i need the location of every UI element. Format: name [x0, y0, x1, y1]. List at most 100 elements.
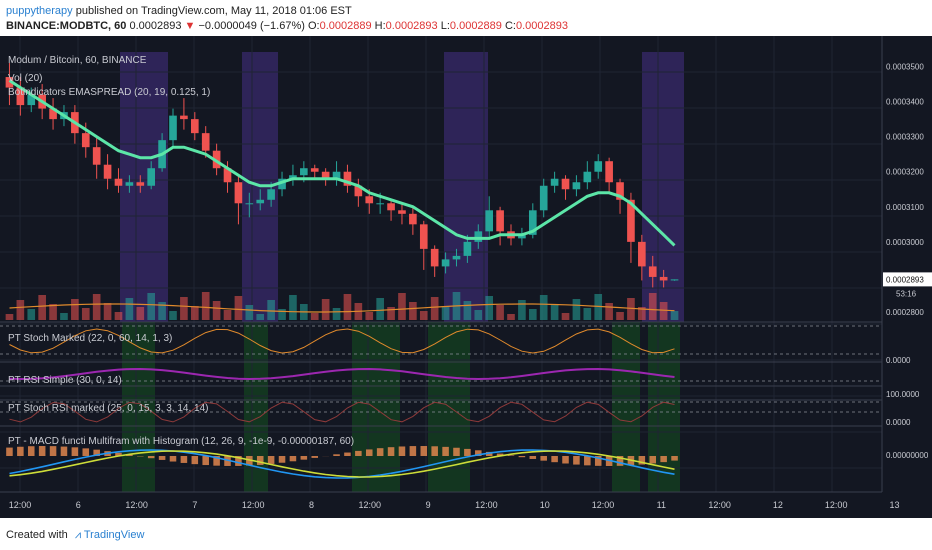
volume-bar [321, 299, 330, 320]
tradingview-logo-icon[interactable]: ⩘ TradingView [74, 529, 145, 541]
volume-bar [638, 307, 646, 320]
candle-body [409, 213, 417, 225]
candle-body [518, 234, 526, 239]
macd-histogram-bar [158, 456, 166, 460]
volume-bar [507, 314, 515, 320]
low-label: L: [440, 20, 450, 32]
volume-bar [212, 301, 221, 320]
macd-histogram-bar [256, 456, 264, 465]
volume-bar [201, 292, 210, 320]
macd-histogram-bar [442, 446, 449, 456]
macd-histogram-bar [267, 456, 275, 464]
volume-bar [332, 308, 341, 320]
price-tick: 0.0003000 [886, 238, 924, 247]
volume-bar [387, 307, 395, 320]
candle-body [169, 115, 177, 141]
volume-bar [256, 314, 265, 320]
open-value: 0.0002889 [319, 20, 372, 32]
high-label: H: [374, 20, 386, 32]
stoch-tick: 0.0000 [886, 356, 911, 365]
candle-body [648, 266, 657, 277]
low-value: 0.0002889 [449, 20, 502, 32]
macd-histogram-bar [311, 456, 319, 458]
candle-body [561, 178, 570, 190]
volume-bar [103, 303, 112, 320]
macd-histogram-bar [453, 447, 460, 456]
candle-body [278, 178, 286, 190]
volume-bar [158, 302, 166, 320]
macd-histogram-bar [126, 454, 133, 456]
candle-body [485, 210, 494, 232]
candle-body [256, 199, 265, 204]
volume-bar [114, 312, 123, 320]
ohlc-line: BINANCE:MODBTC, 60 0.0002893 ▼ −0.000004… [6, 20, 568, 32]
candle-body [81, 133, 90, 148]
candle-body [300, 168, 308, 176]
candle-body [572, 182, 581, 190]
volume-bar [518, 300, 526, 320]
close-value: 0.0002893 [515, 20, 568, 32]
candle-body [365, 196, 374, 204]
candle-body [550, 178, 559, 186]
volume-bar [659, 302, 668, 320]
candle-body [201, 133, 210, 151]
candle-body [92, 147, 101, 165]
macd-histogram-bar [180, 456, 188, 463]
macd-histogram-bar [60, 446, 68, 456]
candle-body [125, 182, 134, 186]
macd-histogram-bar [594, 456, 602, 466]
candle-body [310, 168, 319, 172]
created-with: Created with ⩘ TradingView [6, 529, 145, 541]
macd-histogram-bar [616, 456, 624, 466]
macd-histogram-bar [169, 456, 177, 462]
chart-canvas[interactable]: 0.0003500 0.0003400 0.0003300 0.0003200 0.00… [0, 36, 932, 518]
volume-bar [376, 298, 384, 320]
volume-bar [223, 310, 232, 320]
candle-body [343, 171, 352, 186]
volume-bar [583, 308, 592, 320]
signal-line [9, 450, 675, 478]
time-tick: 7 [192, 500, 197, 510]
candle-body [289, 175, 297, 179]
volume-bar [627, 298, 635, 320]
chart-area[interactable]: 0.0003500 0.0003400 0.0003300 0.0003200 0.00… [0, 36, 932, 518]
volume-bar [190, 306, 199, 320]
macd-histogram-bar [507, 455, 515, 456]
time-tick: 12:00 [475, 500, 498, 510]
highlight-band [642, 52, 684, 322]
macd-histogram-bar [671, 456, 678, 461]
macd-histogram-bar [93, 449, 100, 456]
volume-bar [419, 311, 428, 320]
volume-bar [310, 313, 319, 320]
volume-bar [398, 293, 406, 320]
candle-body [5, 77, 14, 88]
volume-bar [169, 311, 177, 320]
signal-band [122, 322, 155, 492]
macd-histogram-bar [333, 454, 340, 456]
last-price-tag-text: 0.0002893 [886, 275, 924, 284]
candle-body [114, 178, 123, 186]
price-tick: 0.0002800 [886, 308, 924, 317]
symbol-label: BINANCE:MODBTC, 60 [6, 20, 127, 32]
macd-histogram-bar [584, 456, 591, 466]
macd-histogram-bar [49, 446, 57, 456]
macd-label: PT - MACD functi Multifram with Histogra… [8, 436, 355, 447]
macd-tick: 0.00000000 [886, 451, 929, 460]
candle-body [398, 210, 406, 214]
candle-body [627, 199, 635, 242]
time-tick: 12:00 [242, 500, 265, 510]
candle-body [27, 94, 36, 106]
volume-bar [485, 296, 494, 320]
macd-histogram-bar [38, 446, 46, 456]
time-tick: 8 [309, 500, 314, 510]
footer: Created with ⩘ TradingView [0, 518, 932, 550]
volume-bar [616, 312, 624, 320]
price-tick: 0.0003400 [886, 98, 924, 107]
time-tick: 13 [889, 500, 899, 510]
time-tick: 10 [540, 500, 550, 510]
candle-body [136, 182, 145, 186]
volume-bar [343, 294, 352, 320]
author-link[interactable]: puppytherapy [6, 5, 73, 17]
volume-bar [5, 314, 14, 320]
time-tick: 12:00 [359, 500, 382, 510]
